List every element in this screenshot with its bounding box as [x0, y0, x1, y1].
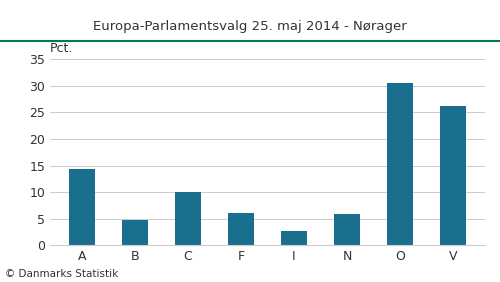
- Bar: [122, 220, 148, 245]
- Text: © Danmarks Statistik: © Danmarks Statistik: [5, 269, 118, 279]
- Bar: [334, 214, 360, 245]
- Bar: [440, 106, 466, 245]
- Text: Pct.: Pct.: [50, 43, 74, 56]
- Bar: [68, 169, 95, 245]
- Bar: [281, 231, 307, 245]
- Bar: [387, 83, 413, 245]
- Text: Europa-Parlamentsvalg 25. maj 2014 - Nørager: Europa-Parlamentsvalg 25. maj 2014 - Nør…: [93, 20, 407, 33]
- Bar: [228, 213, 254, 245]
- Bar: [174, 192, 201, 245]
